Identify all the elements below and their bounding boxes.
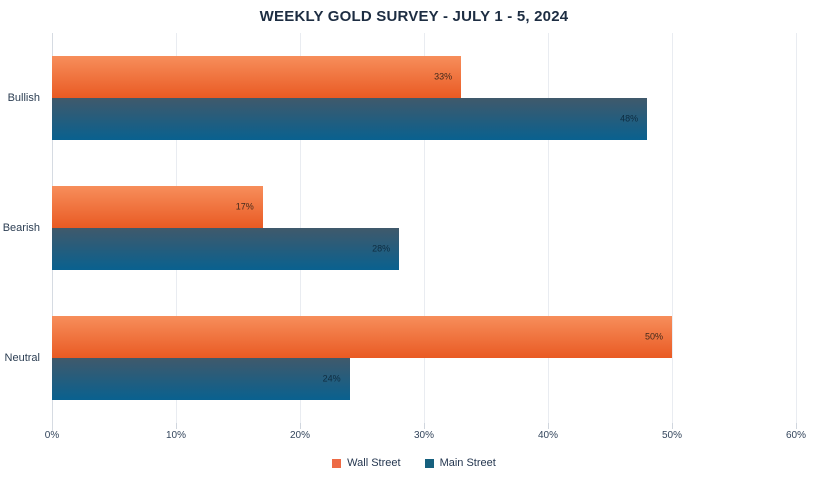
bar-main-street-bullish: 48%: [52, 98, 648, 140]
x-tick-label: 60%: [785, 430, 807, 441]
legend-item-main-street: Main Street: [424, 457, 496, 469]
axis-tick-mark: [176, 423, 177, 429]
gridline: [548, 33, 549, 423]
bar-main-street-bearish: 28%: [52, 228, 400, 270]
axis-tick-mark: [300, 423, 301, 429]
category-label-bearish: Bearish: [2, 222, 40, 234]
x-tick-label: 50%: [661, 430, 683, 441]
gridline: [796, 33, 797, 423]
bar-wall-street-neutral: 50%: [52, 316, 672, 358]
x-tick-label: 40%: [537, 430, 559, 441]
chart-title: WEEKLY GOLD SURVEY - JULY 1 - 5, 2024: [259, 8, 569, 25]
legend-label: Main Street: [439, 457, 496, 469]
data-label: 17%: [235, 201, 254, 212]
axis-tick-mark: [548, 423, 549, 429]
data-label: 50%: [644, 331, 663, 342]
x-tick-label: 0%: [44, 430, 60, 441]
plot-area: 33% 48% 17% 28% 50% 24%: [52, 33, 797, 431]
category-axis: Bullish Bearish Neutral: [0, 33, 52, 423]
legend: Wall Street Main Street: [0, 457, 828, 469]
bar-wall-street-bearish: 17%: [52, 186, 263, 228]
bar-group-bullish: 33% 48%: [52, 33, 796, 163]
bar-group-neutral: 50% 24%: [52, 293, 796, 423]
bar-group-bearish: 17% 28%: [52, 163, 796, 293]
axis-tick-mark: [796, 423, 797, 429]
gridline: [672, 33, 673, 423]
category-label-neutral: Neutral: [4, 352, 40, 364]
gridline: [424, 33, 425, 423]
bar-wall-street-bullish: 33%: [52, 56, 462, 98]
data-label: 24%: [322, 373, 341, 384]
x-tick-label: 20%: [289, 430, 311, 441]
x-tick-label: 30%: [413, 430, 435, 441]
category-label-bullish: Bullish: [7, 92, 40, 104]
plot-region: Bullish Bearish Neutral 33% 48% 17% 28% 50% 24%: [0, 33, 828, 431]
axis-tick-mark: [672, 423, 673, 429]
legend-swatch-wall-street: [332, 458, 342, 468]
legend-label: Wall Street: [347, 457, 401, 469]
data-label: 28%: [372, 243, 391, 254]
data-label: 33%: [434, 71, 453, 82]
data-label: 48%: [620, 113, 639, 124]
legend-item-wall-street: Wall Street: [332, 457, 401, 469]
axis-tick-mark: [424, 423, 425, 429]
x-tick-label: 10%: [165, 430, 187, 441]
legend-swatch-main-street: [424, 458, 434, 468]
bar-main-street-neutral: 24%: [52, 358, 350, 400]
x-axis: 0% 10% 20% 30% 40% 50% 60%: [45, 426, 806, 442]
